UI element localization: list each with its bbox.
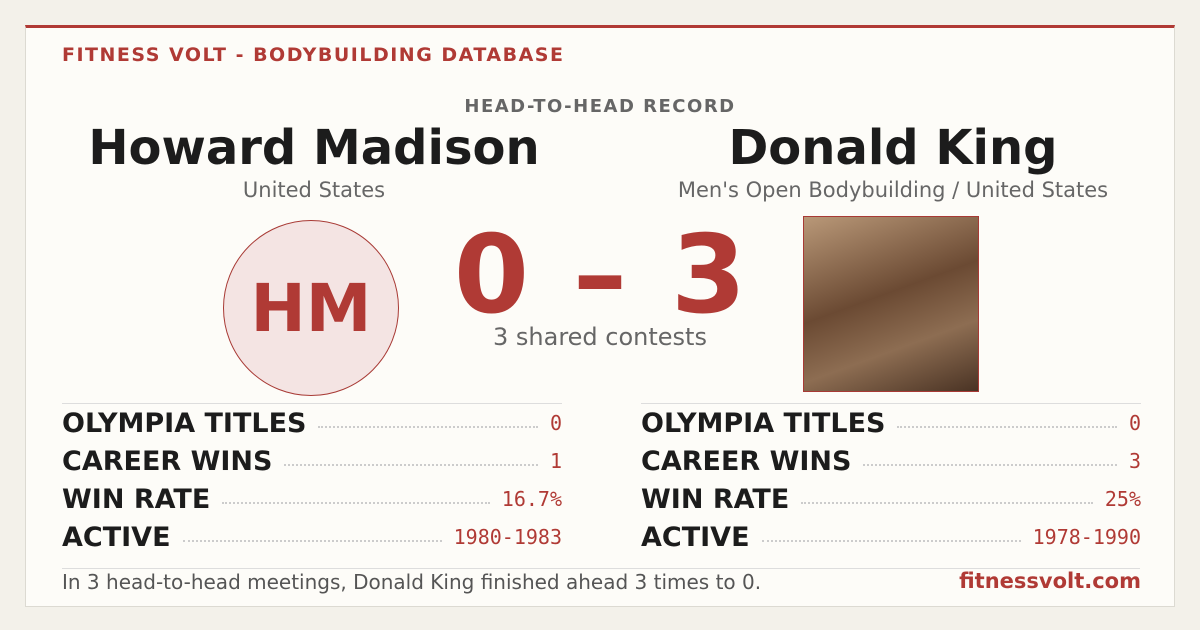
stat-value: 1980-1983 [453, 525, 562, 549]
photo [803, 216, 979, 392]
stat-label: ACTIVE [62, 521, 171, 553]
left-subtitle: United States [242, 178, 386, 202]
score-caption: 3 shared contests [493, 323, 707, 351]
stat-label: OLYMPIA TITLES [62, 407, 307, 439]
right-stats: OLYMPIA TITLES 0 CAREER WINS 3 WIN RATE 25% AC… [641, 403, 1141, 556]
leader [801, 502, 1093, 504]
leader [222, 502, 490, 504]
card: FITNESS VOLT - BODYBUILDING DATABASE HEA… [25, 25, 1175, 607]
brand: FITNESS VOLT - BODYBUILDING DATABASE [62, 44, 565, 66]
score: 0–3 [26, 213, 1174, 338]
stat-label: OLYMPIA TITLES [641, 407, 886, 439]
stat-row: WIN RATE 25% [641, 480, 1141, 518]
leader [318, 426, 538, 428]
stat-row: OLYMPIA TITLES 0 [641, 404, 1141, 442]
left-stats: OLYMPIA TITLES 0 CAREER WINS 1 WIN RATE 16.7%… [62, 403, 562, 556]
stat-value: 3 [1128, 449, 1141, 473]
score-left: 0 [453, 213, 529, 338]
stat-label: CAREER WINS [62, 445, 273, 477]
stat-row: CAREER WINS 3 [641, 442, 1141, 480]
right-subtitle: Men's Open Bodybuilding / United States [677, 178, 1109, 202]
site-link[interactable]: fitnessvolt.com [959, 569, 1141, 593]
stat-value: 25% [1104, 487, 1141, 511]
stat-label: WIN RATE [62, 483, 211, 515]
stat-row: CAREER WINS 1 [62, 442, 562, 480]
leader [897, 426, 1117, 428]
leader [284, 464, 538, 466]
avatar: HM [223, 220, 399, 396]
leader [761, 540, 1021, 542]
stat-row: ACTIVE 1980-1983 [62, 518, 562, 556]
leader [182, 540, 442, 542]
stat-value: 0 [1128, 411, 1141, 435]
stat-value: 16.7% [501, 487, 562, 511]
stat-value: 0 [549, 411, 562, 435]
left-name: Howard Madison [88, 120, 540, 176]
stat-row: OLYMPIA TITLES 0 [62, 404, 562, 442]
score-separator: – [573, 213, 627, 338]
stat-value: 1978-1990 [1032, 525, 1141, 549]
summary: In 3 head-to-head meetings, Donald King … [62, 570, 762, 594]
right-name: Donald King [728, 120, 1058, 176]
stat-value: 1 [549, 449, 562, 473]
stat-row: WIN RATE 16.7% [62, 480, 562, 518]
stat-row: ACTIVE 1978-1990 [641, 518, 1141, 556]
leader [863, 464, 1117, 466]
score-right: 3 [671, 213, 747, 338]
section-label: HEAD-TO-HEAD RECORD [464, 96, 736, 117]
stat-label: ACTIVE [641, 521, 750, 553]
divider [62, 568, 1140, 569]
stat-label: WIN RATE [641, 483, 790, 515]
stat-label: CAREER WINS [641, 445, 852, 477]
